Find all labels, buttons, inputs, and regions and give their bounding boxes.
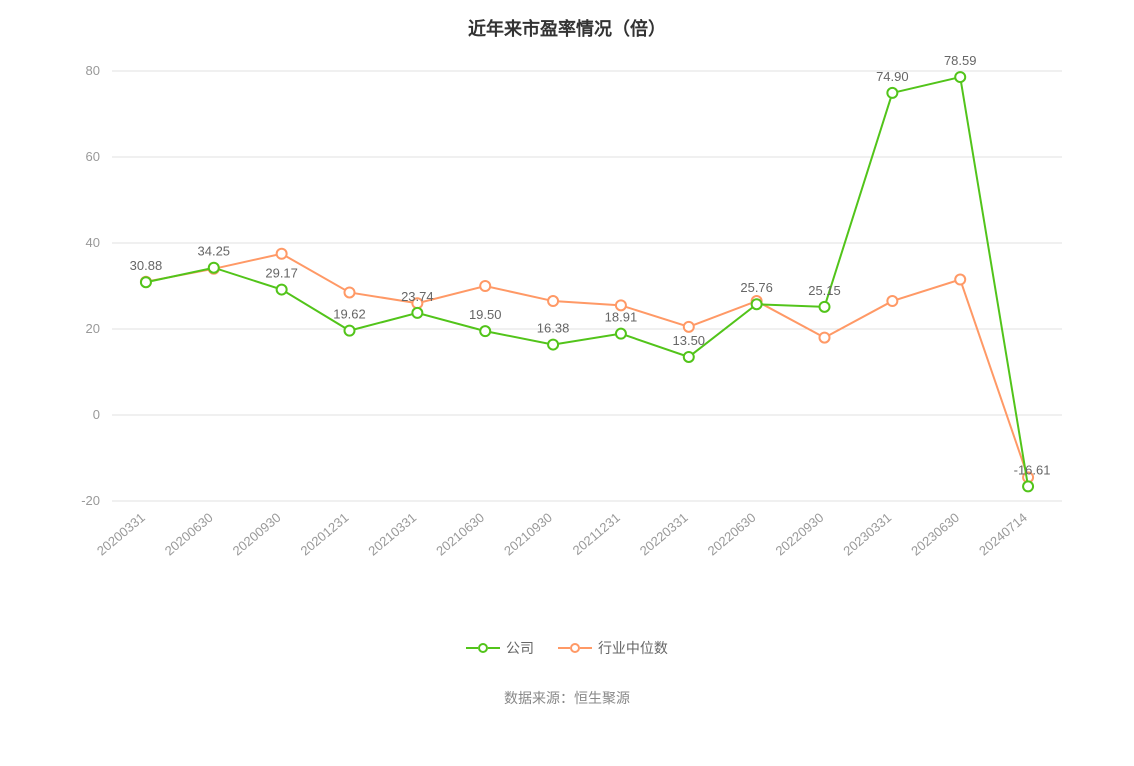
data-point [1023,481,1033,491]
data-point [684,352,694,362]
data-point [209,263,219,273]
data-point [412,308,422,318]
data-label: 74.90 [876,69,909,84]
legend-label-industry: 行业中位数 [598,638,668,658]
x-tick-label: 20230630 [908,510,962,559]
data-label: 19.62 [333,307,366,322]
x-tick-label: 20210930 [501,510,555,559]
x-tick-label: 20220331 [637,510,691,559]
data-point [480,326,490,336]
svg-text:-20: -20 [81,493,100,508]
legend: 公司 行业中位数 [40,636,1094,658]
data-label: 19.50 [469,307,502,322]
svg-text:20: 20 [86,321,100,336]
data-point [345,326,355,336]
data-label: 23.74 [401,289,434,304]
data-label: 34.25 [198,244,231,259]
data-point [277,249,287,259]
legend-marker-industry [558,643,592,653]
data-point [616,329,626,339]
x-tick-label: 20211231 [570,510,623,558]
legend-item-industry: 行业中位数 [558,638,668,658]
legend-label-company: 公司 [506,638,534,658]
svg-text:60: 60 [86,149,100,164]
svg-text:40: 40 [86,235,100,250]
x-tick-label: 20210630 [433,510,487,559]
svg-text:80: 80 [86,63,100,78]
x-tick-label: 20220930 [772,510,826,559]
legend-marker-company [466,643,500,653]
data-point [345,287,355,297]
data-point [752,299,762,309]
series-line-公司 [146,77,1028,486]
x-tick-label: 20220630 [705,510,759,559]
data-point [684,322,694,332]
x-tick-label: 20200630 [162,510,216,559]
svg-text:0: 0 [93,407,100,422]
data-label: 78.59 [944,53,977,68]
data-source: 数据来源：恒生聚源 [40,688,1094,708]
data-point [548,340,558,350]
data-point [820,302,830,312]
chart-container: 近年来市盈率情况（倍） -20 0 20 40 60 80 20200331 20200630… [0,0,1134,766]
plot-area: -200204060802020033120200630202009302020… [100,51,1074,571]
data-point [955,72,965,82]
legend-item-company: 公司 [466,638,534,658]
data-label: 29.17 [265,266,298,281]
data-label: 25.76 [740,280,773,295]
data-point [277,285,287,295]
chart-svg: -200204060802020033120200630202009302020… [100,51,1074,571]
x-tick-label: 20240714 [976,510,1030,559]
data-point [141,277,151,287]
data-point [480,281,490,291]
data-point [820,333,830,343]
chart-title: 近年来市盈率情况（倍） [40,15,1094,41]
x-tick-label: 20201231 [297,510,351,559]
data-label: 30.88 [130,258,163,273]
data-label: 18.91 [605,310,638,325]
x-tick-label: 20200331 [94,510,148,559]
data-label: 13.50 [673,333,706,348]
data-label: -16.61 [1014,462,1051,477]
x-tick-label: 20230331 [840,510,894,559]
data-label: 25.15 [808,283,841,298]
data-point [955,275,965,285]
data-point [548,296,558,306]
x-tick-label: 20200930 [230,510,284,559]
data-point [887,88,897,98]
data-label: 16.38 [537,321,570,336]
data-point [887,296,897,306]
x-tick-label: 20210331 [365,510,419,559]
